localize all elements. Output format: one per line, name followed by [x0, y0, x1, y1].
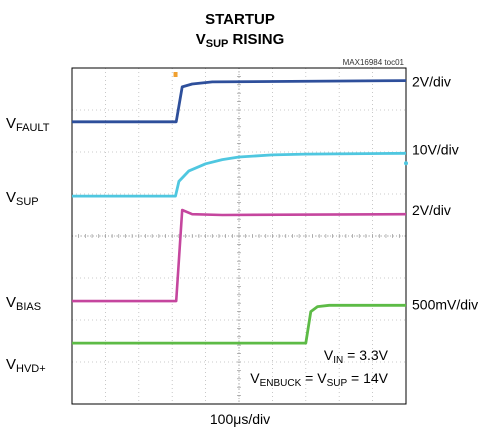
channel-label-fault: VFAULT — [6, 115, 50, 134]
scale-label-sup: 10V/div — [412, 141, 459, 157]
scale-labels: 2V/div 10V/div 2V/div 500mV/div — [412, 74, 478, 313]
channel-label-sup: VSUP — [6, 189, 39, 208]
scope-frame — [71, 67, 407, 405]
trigger-marker-icon — [173, 72, 178, 77]
part-number: MAX16984 toc01 — [343, 58, 405, 67]
trace-bias — [72, 208, 407, 303]
annotation-vin: VIN = 3.3V — [324, 347, 389, 366]
channel-labels: VFAULT VSUP VBIAS VHVD+ — [6, 115, 50, 375]
channel-label-hvd: VHVD+ — [6, 356, 46, 375]
scope-grid — [72, 68, 406, 404]
trigger-marker — [173, 72, 178, 77]
annotation-venbuck: VENBUCK = VSUP = 14V — [250, 370, 388, 389]
chart-title: STARTUP — [205, 11, 275, 28]
scale-label-hvd: 500mV/div — [412, 296, 478, 312]
chart-subtitle: VSUP RISING — [196, 31, 284, 50]
trace-sup — [72, 151, 407, 198]
traces — [72, 79, 408, 345]
trace-hvd — [72, 303, 406, 345]
scale-label-bias: 2V/div — [412, 202, 451, 218]
x-scale-label: 100μs/div — [210, 411, 270, 427]
ref-marker-sup — [404, 161, 408, 166]
channel-label-bias: VBIAS — [6, 294, 41, 313]
scale-label-fault: 2V/div — [412, 74, 451, 90]
trace-fault — [72, 79, 407, 124]
